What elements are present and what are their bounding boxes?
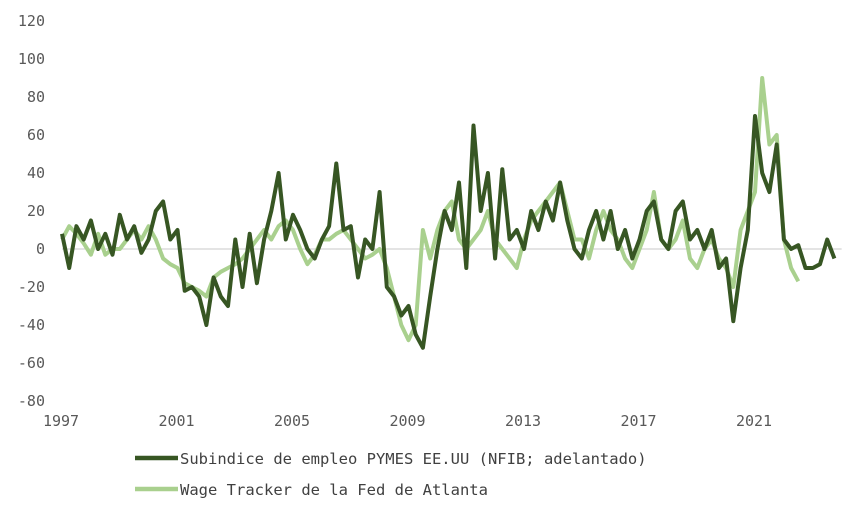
x-tick-label: 1997 [43, 412, 79, 430]
x-tick-label: 2005 [274, 412, 310, 430]
x-tick-label: 2021 [736, 412, 772, 430]
legend-label-nfib: Subindice de empleo PYMES EE.UU (NFIB; a… [180, 450, 647, 468]
x-tick-label: 2017 [620, 412, 656, 430]
legend-label-atlanta: Wage Tracker de la Fed de Atlanta [180, 481, 488, 499]
x-tick-label: 2009 [389, 412, 425, 430]
y-tick-label: -40 [18, 316, 45, 334]
y-tick-label: 20 [27, 202, 45, 220]
x-tick-label: 2001 [158, 412, 194, 430]
legend: Subindice de empleo PYMES EE.UU (NFIB; a… [135, 450, 647, 499]
series-line-nfib [60, 114, 837, 350]
series-lines [60, 76, 837, 350]
y-tick-label: -60 [18, 354, 45, 372]
y-axis-ticks: 120 100 80 60 40 20 0 -20 -40 -60 -80 [18, 12, 45, 410]
y-tick-label: 0 [36, 240, 45, 258]
y-tick-label: 100 [18, 50, 45, 68]
y-tick-label: 60 [27, 126, 45, 144]
x-axis-ticks: 1997 2001 2005 2009 2013 2017 2021 [43, 412, 772, 430]
y-tick-label: 80 [27, 88, 45, 106]
y-tick-label: 120 [18, 12, 45, 30]
x-tick-label: 2013 [505, 412, 541, 430]
y-tick-label: -20 [18, 278, 45, 296]
y-tick-label: -80 [18, 392, 45, 410]
y-tick-label: 40 [27, 164, 45, 182]
